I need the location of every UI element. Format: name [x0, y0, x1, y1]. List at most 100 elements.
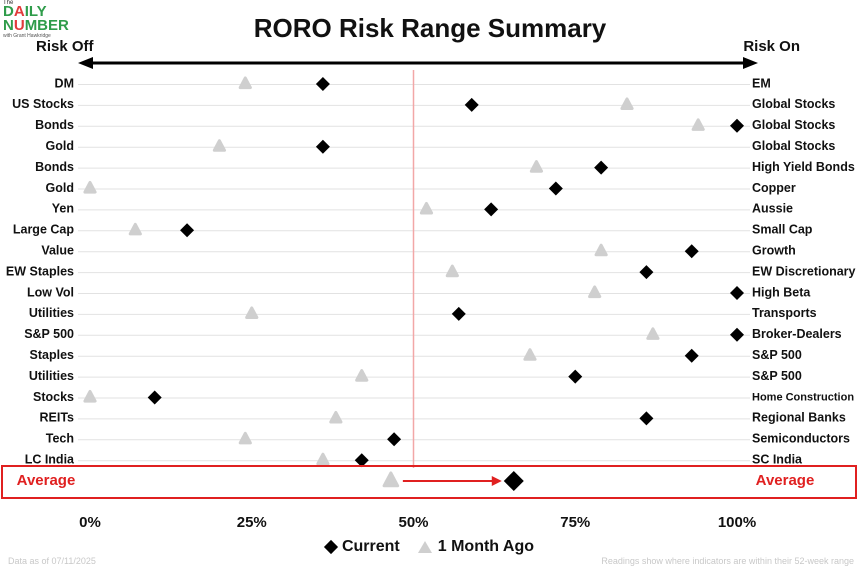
- risk-off-arrowhead: [78, 57, 93, 69]
- month-ago-marker: [594, 243, 608, 257]
- chart-title: RORO Risk Range Summary: [253, 13, 607, 43]
- risk-on-arrowhead: [743, 57, 758, 69]
- risk-off-row-label: DM: [55, 76, 74, 90]
- risk-off-row-label: S&P 500: [24, 327, 74, 341]
- risk-off-row-label: Utilities: [29, 306, 74, 320]
- legend-month-ago-label: 1 Month Ago: [437, 538, 535, 555]
- risk-on-row-label: High Beta: [752, 285, 811, 299]
- risk-off-row-label: Low Vol: [27, 285, 74, 299]
- average-month-ago-marker: [382, 471, 400, 488]
- month-ago-marker: [419, 201, 434, 215]
- x-tick-label: 100%: [718, 514, 756, 531]
- month-ago-marker: [620, 97, 634, 110]
- risk-on-row-label: Aussie: [752, 202, 793, 216]
- current-marker: [387, 432, 402, 447]
- month-ago-marker: [529, 160, 544, 173]
- logo-a: A: [13, 3, 25, 20]
- x-tick-label: 0%: [79, 514, 101, 531]
- risk-on-row-label: Home Construction: [752, 391, 854, 403]
- logo-line-1: DAILY: [3, 3, 47, 20]
- x-tick-label: 75%: [560, 514, 590, 531]
- logo-the: The: [3, 0, 14, 6]
- current-marker: [730, 286, 744, 300]
- risk-on-label: Risk On: [743, 38, 800, 55]
- logo-line-2: NUMBER: [3, 17, 69, 34]
- risk-on-row-label: Copper: [752, 181, 796, 195]
- risk-off-row-label: Stocks: [33, 390, 74, 404]
- average-left-label: Average: [17, 472, 76, 489]
- current-marker: [451, 306, 466, 321]
- month-ago-marker: [355, 369, 369, 382]
- month-ago-marker: [83, 181, 97, 194]
- legend-current-marker: [323, 539, 339, 555]
- month-ago-marker: [83, 390, 97, 403]
- logo-d: D: [3, 3, 14, 20]
- current-marker: [594, 160, 609, 175]
- current-marker: [315, 77, 330, 91]
- risk-off-row-label: US Stocks: [12, 97, 74, 111]
- risk-off-row-label: EW Staples: [6, 264, 74, 278]
- risk-on-row-label: EW Discretionary: [752, 264, 856, 278]
- month-ago-marker: [238, 431, 252, 445]
- chart-legend: Current 1 Month Ago: [0, 538, 860, 556]
- month-ago-marker: [588, 285, 602, 299]
- date-footnote: Data as of 07/11/2025: [8, 556, 96, 566]
- current-marker: [730, 118, 744, 133]
- current-marker: [315, 139, 330, 154]
- current-marker: [180, 223, 195, 238]
- risk-on-row-label: S&P 500: [752, 348, 802, 362]
- average-change-arrowhead: [491, 476, 502, 486]
- risk-on-row-label: SC India: [752, 452, 803, 466]
- risk-on-row-label: S&P 500: [752, 369, 802, 383]
- risk-off-row-label: Gold: [46, 139, 74, 153]
- risk-on-row-label: Global Stocks: [752, 139, 835, 153]
- risk-on-row-label: Small Cap: [752, 223, 813, 237]
- risk-off-row-label: Yen: [52, 202, 74, 216]
- average-highlight-box: [1, 465, 857, 499]
- current-marker: [147, 390, 162, 405]
- average-current-marker: [503, 471, 524, 491]
- risk-off-row-label: Tech: [46, 432, 74, 446]
- logo-mber: MBER: [24, 17, 69, 34]
- risk-off-row-label: REITs: [40, 411, 75, 425]
- risk-off-row-label: Bonds: [35, 118, 74, 132]
- average-right-label: Average: [756, 472, 815, 489]
- logo-ily: ILY: [24, 3, 47, 20]
- risk-off-row-label: Gold: [46, 181, 74, 195]
- risk-on-row-label: Broker-Dealers: [752, 327, 842, 341]
- risk-on-row-label: Semiconductors: [752, 432, 850, 446]
- current-marker: [484, 202, 499, 217]
- month-ago-marker: [128, 222, 142, 236]
- month-ago-marker: [238, 76, 252, 90]
- range-footnote: Readings show where indicators are withi…: [601, 556, 854, 566]
- current-marker: [354, 453, 369, 468]
- x-tick-label: 50%: [398, 514, 428, 531]
- month-ago-marker: [691, 118, 705, 131]
- risk-off-row-label: Bonds: [35, 160, 74, 174]
- risk-on-row-label: Transports: [752, 306, 817, 320]
- risk-off-row-label: Utilities: [29, 369, 74, 383]
- daily-number-logo: The DAILY NUMBER with Grant Hawkridge: [2, 0, 112, 46]
- risk-on-row-label: Global Stocks: [752, 118, 835, 132]
- month-ago-marker: [245, 306, 259, 319]
- risk-off-label: Risk Off: [36, 38, 94, 55]
- risk-off-row-label: Large Cap: [13, 223, 74, 237]
- risk-on-row-label: Growth: [752, 243, 796, 257]
- logo-n: N: [3, 17, 14, 34]
- x-tick-label: 25%: [237, 514, 267, 531]
- month-ago-marker: [316, 452, 330, 466]
- current-marker: [464, 97, 479, 112]
- risk-on-row-label: High Yield Bonds: [752, 160, 855, 174]
- month-ago-marker: [646, 327, 660, 340]
- current-marker: [684, 244, 699, 259]
- current-marker: [730, 327, 744, 342]
- month-ago-marker: [329, 410, 343, 424]
- logo-byline: with Grant Hawkridge: [3, 33, 51, 39]
- legend-current-label: Current: [341, 538, 400, 555]
- current-marker: [639, 265, 654, 280]
- month-ago-marker: [212, 139, 226, 152]
- logo-u: U: [13, 17, 25, 34]
- risk-off-row-label: Value: [41, 243, 74, 257]
- risk-on-row-label: Global Stocks: [752, 97, 835, 111]
